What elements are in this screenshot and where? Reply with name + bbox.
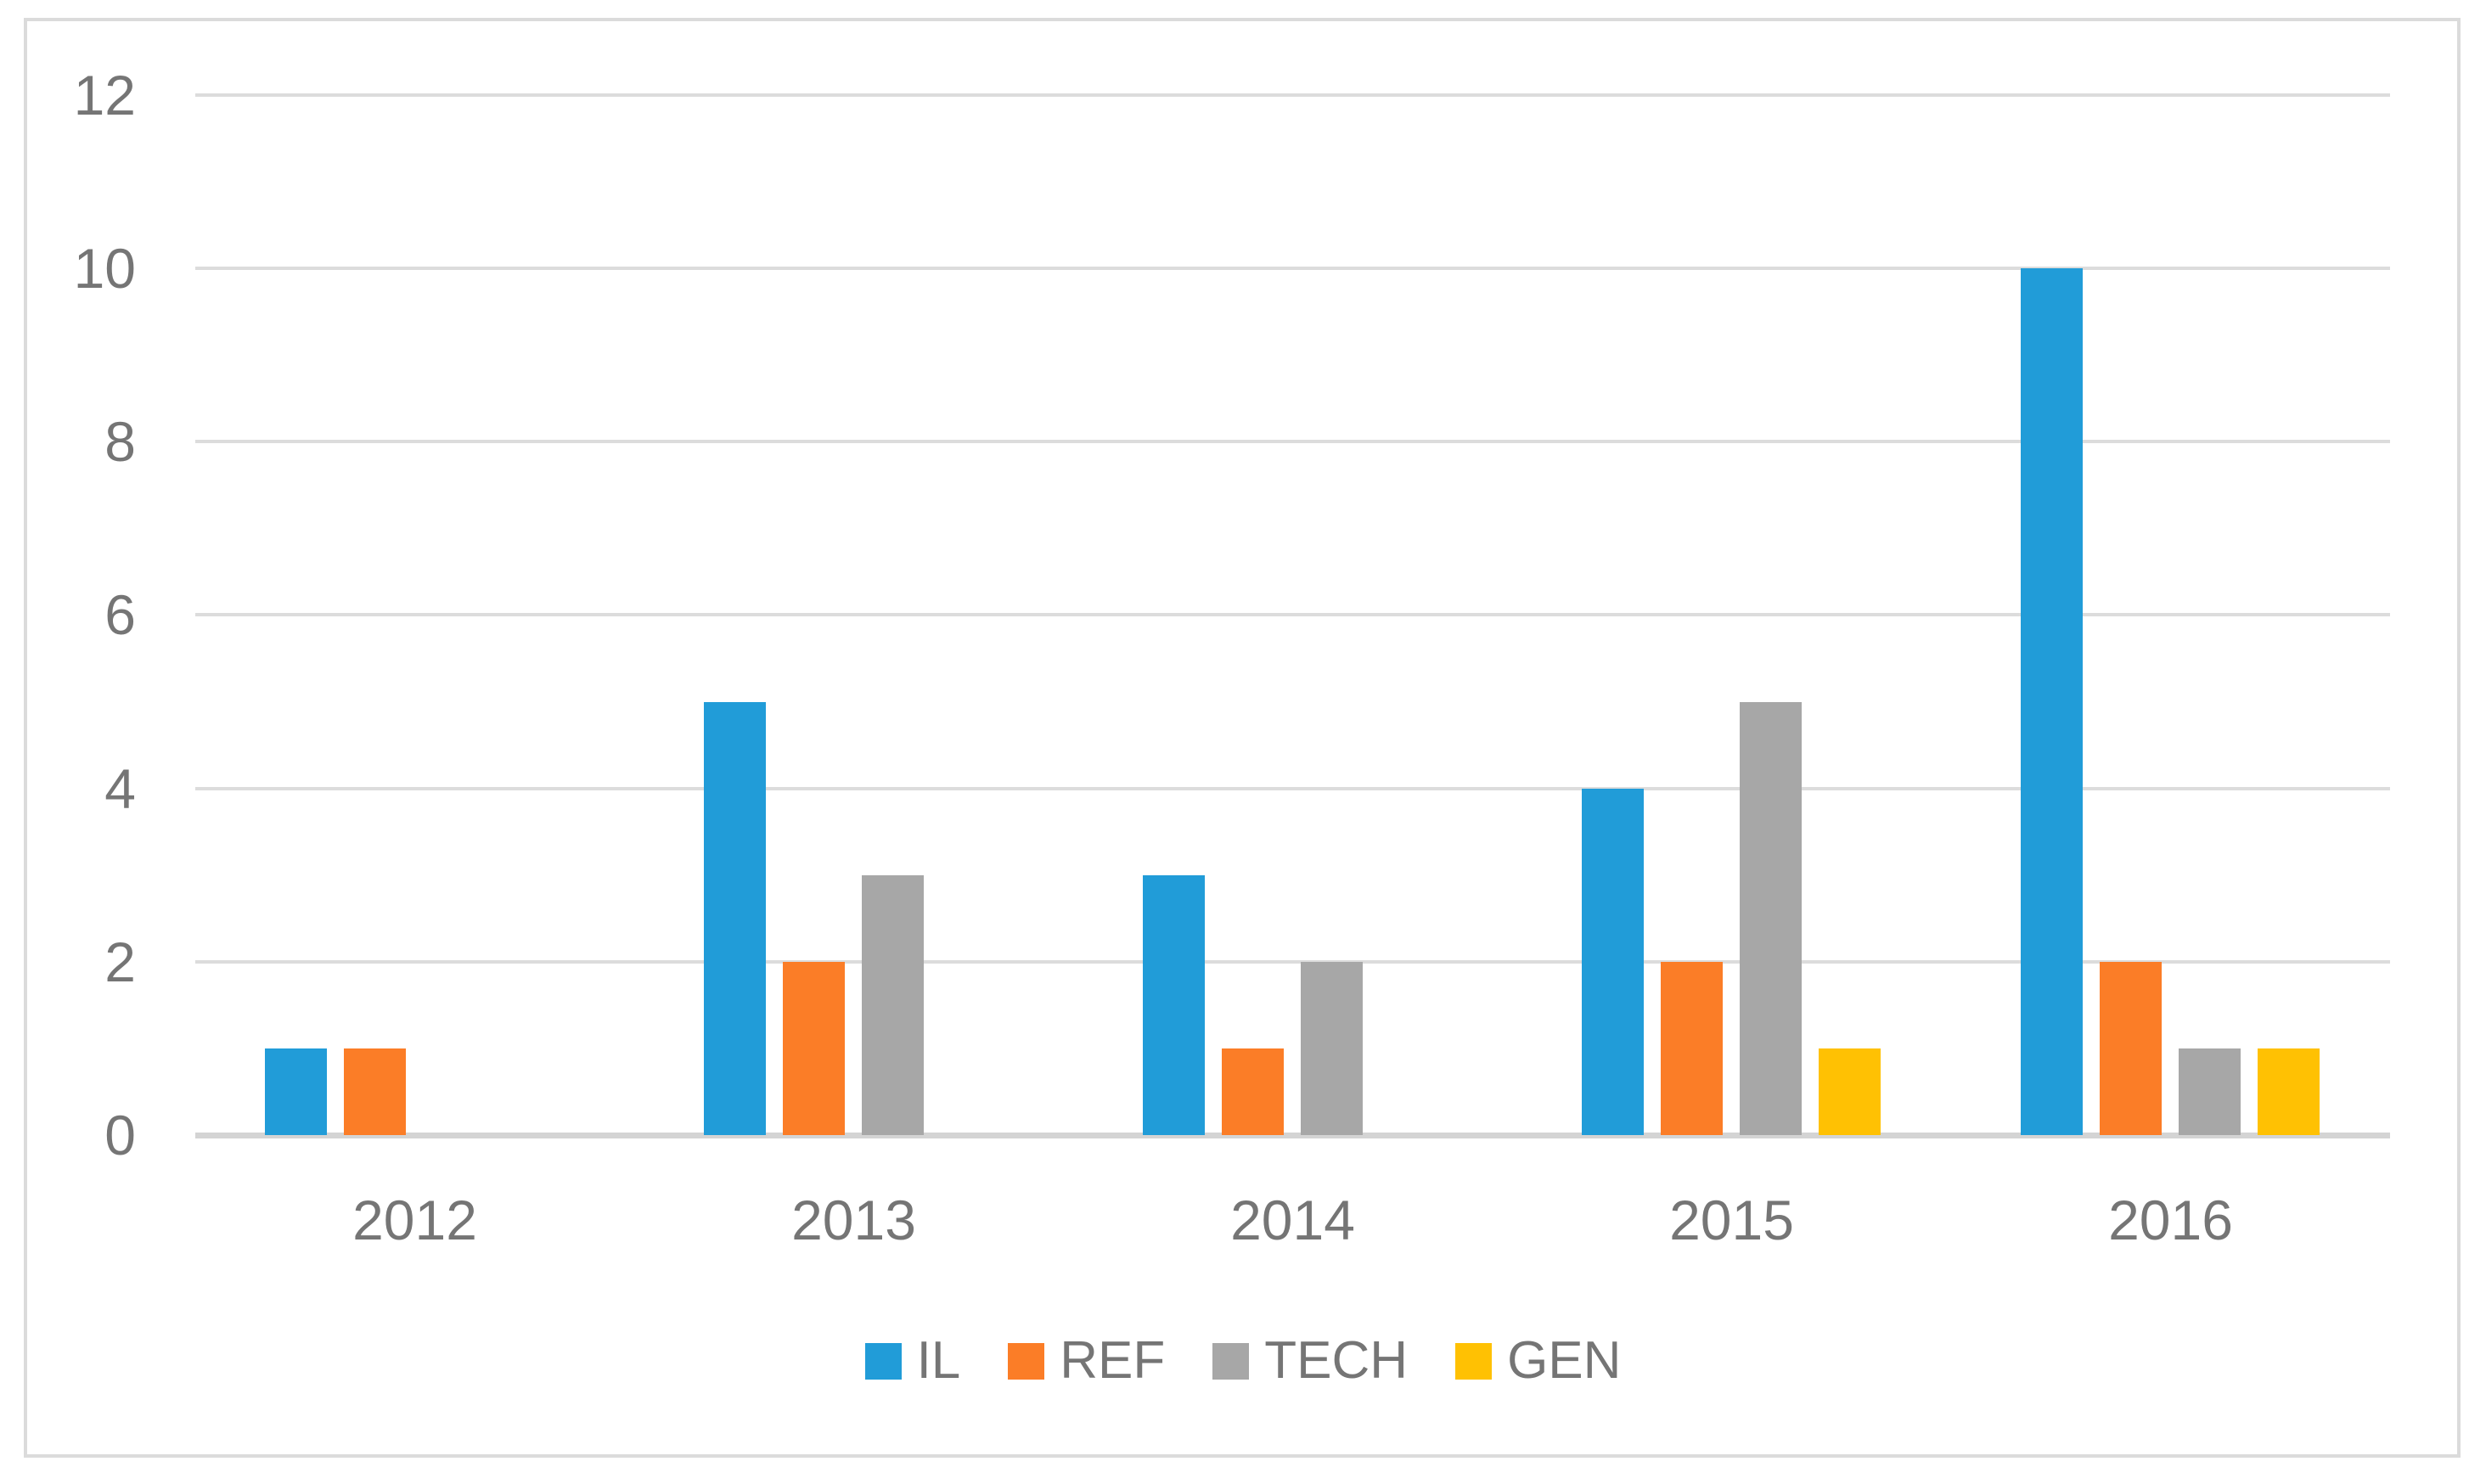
x-axis-label-2012: 2012 bbox=[352, 1189, 477, 1251]
bar-il-2016 bbox=[2021, 268, 2083, 1135]
bar-il-2012 bbox=[265, 1048, 327, 1135]
bar-tech-2015 bbox=[1740, 702, 1802, 1135]
bar-tech-2016 bbox=[2179, 1048, 2241, 1135]
bar-ref-2014 bbox=[1222, 1048, 1284, 1135]
y-tick-label-8: 8 bbox=[104, 410, 136, 473]
y-tick-label-10: 10 bbox=[73, 237, 136, 300]
legend: IL REF TECH GEN bbox=[0, 1335, 2486, 1387]
gridline-y-10 bbox=[195, 267, 2390, 270]
legend-item-tech: TECH bbox=[1212, 1335, 1408, 1387]
bar-il-2013 bbox=[704, 702, 766, 1135]
legend-label-il: IL bbox=[916, 1331, 961, 1390]
bar-ref-2016 bbox=[2100, 962, 2162, 1135]
legend-item-il: IL bbox=[864, 1331, 961, 1390]
y-tick-label-0: 0 bbox=[104, 1104, 136, 1166]
y-tick-label-2: 2 bbox=[104, 930, 136, 993]
bar-ref-2015 bbox=[1661, 962, 1723, 1135]
gridline-y-2 bbox=[195, 960, 2390, 964]
bar-tech-2014 bbox=[1301, 962, 1363, 1135]
x-axis-label-2013: 2013 bbox=[791, 1189, 916, 1251]
legend-swatch-il bbox=[864, 1342, 902, 1380]
bar-tech-2013 bbox=[862, 875, 924, 1135]
bar-il-2014 bbox=[1143, 875, 1205, 1135]
y-tick-label-12: 12 bbox=[73, 64, 136, 126]
bar-il-2015 bbox=[1582, 789, 1644, 1135]
legend-label-tech: TECH bbox=[1264, 1331, 1409, 1390]
y-tick-label-4: 4 bbox=[104, 757, 136, 820]
bar-gen-2016 bbox=[2258, 1048, 2320, 1135]
x-axis-label-2015: 2015 bbox=[1669, 1189, 1794, 1251]
legend-label-gen: GEN bbox=[1507, 1331, 1622, 1390]
x-axis-line bbox=[195, 1133, 2390, 1138]
gridline-y-8 bbox=[195, 440, 2390, 443]
bar-ref-2013 bbox=[783, 962, 845, 1135]
legend-swatch-tech bbox=[1212, 1342, 1250, 1380]
x-axis-label-2016: 2016 bbox=[2108, 1189, 2233, 1251]
legend-swatch-gen bbox=[1455, 1342, 1493, 1380]
bar-ref-2012 bbox=[344, 1048, 406, 1135]
bar-gen-2015 bbox=[1819, 1048, 1881, 1135]
y-tick-label-6: 6 bbox=[104, 583, 136, 646]
gridline-y-4 bbox=[195, 787, 2390, 790]
legend-item-ref: REF bbox=[1008, 1335, 1165, 1387]
legend-item-gen: GEN bbox=[1455, 1335, 1621, 1387]
legend-swatch-ref bbox=[1008, 1342, 1045, 1380]
legend-label-ref: REF bbox=[1060, 1331, 1166, 1390]
x-axis-label-2014: 2014 bbox=[1230, 1189, 1355, 1251]
gridline-y-12 bbox=[195, 93, 2390, 97]
gridline-y-6 bbox=[195, 613, 2390, 616]
